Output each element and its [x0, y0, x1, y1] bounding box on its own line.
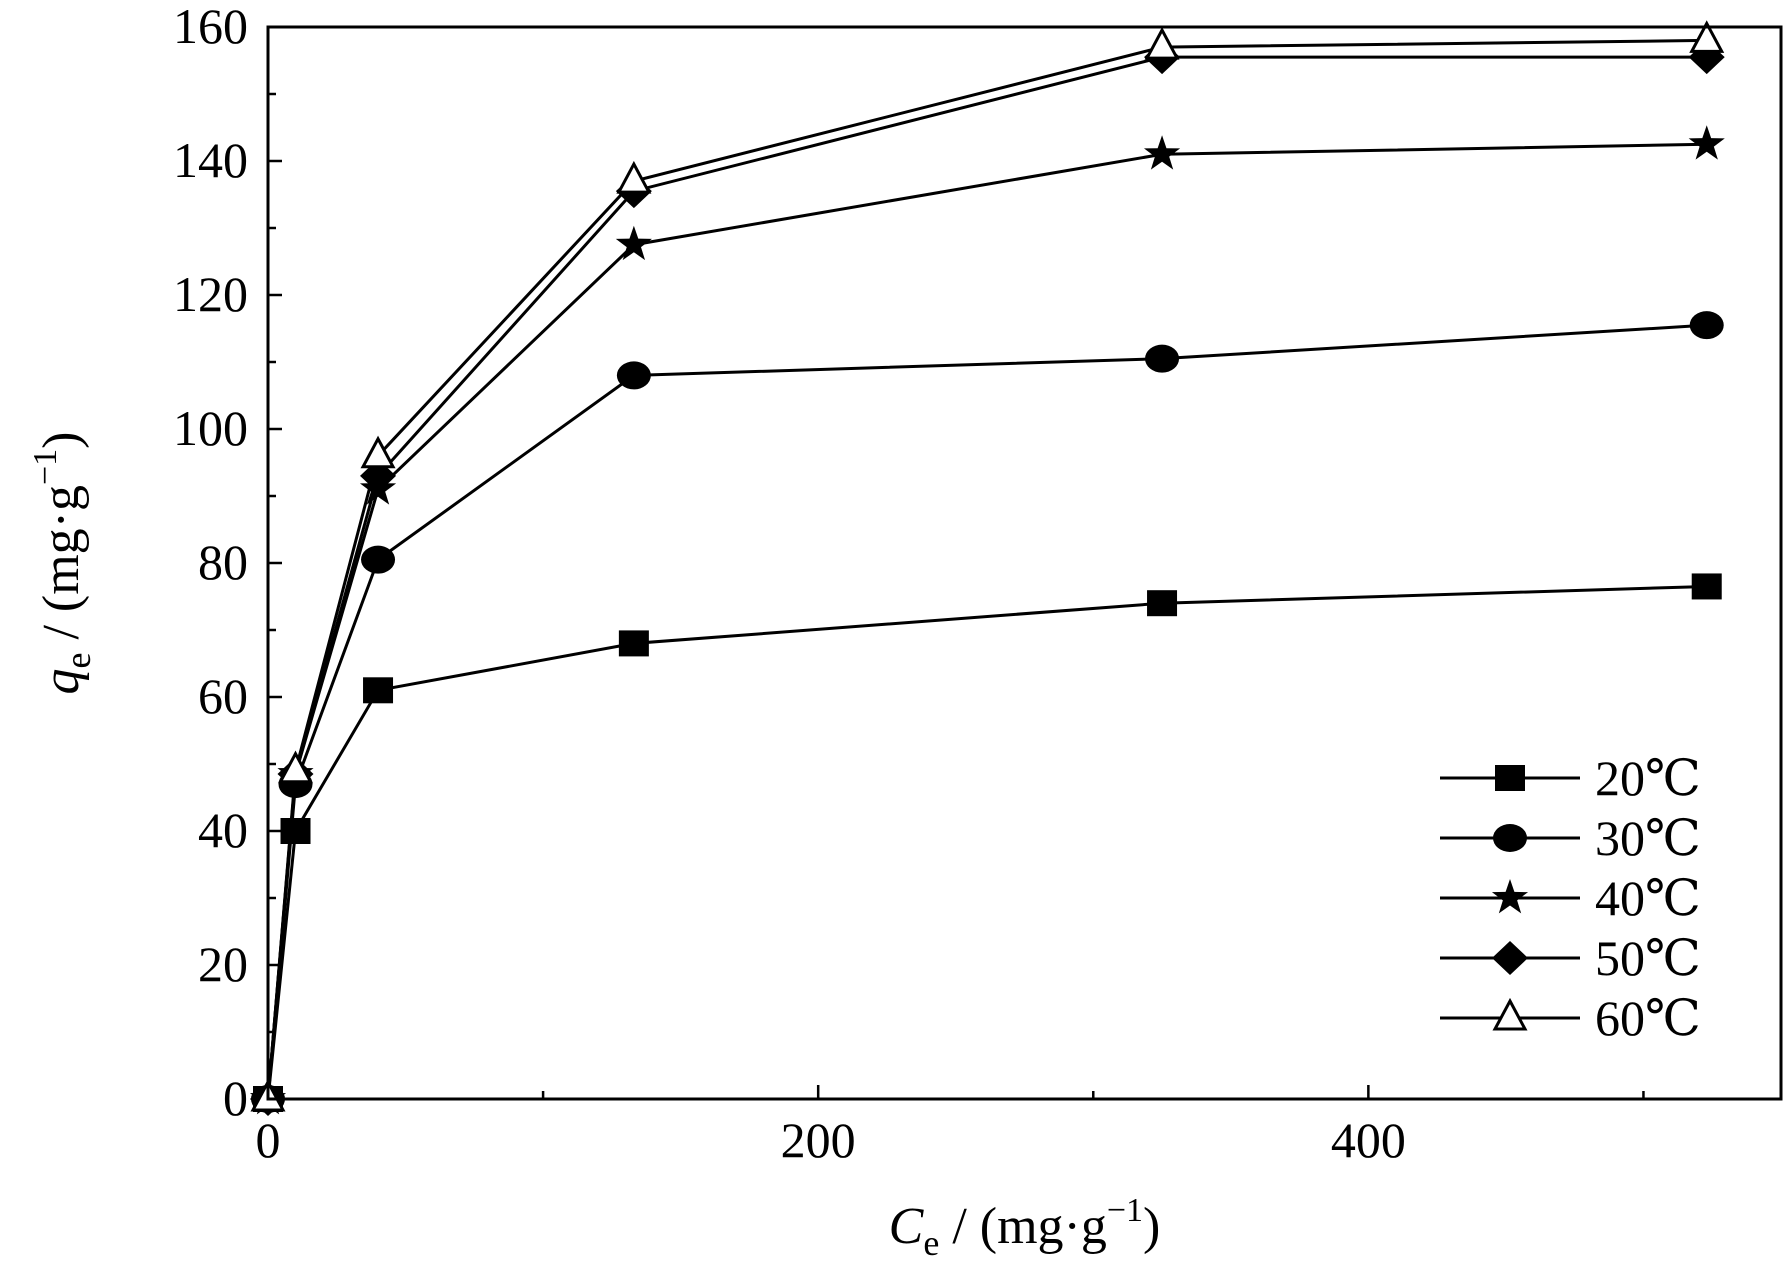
- x-axis-label: Ce / (mg·g−1): [889, 1192, 1161, 1263]
- y-tick-label: 160: [173, 0, 248, 54]
- series-4: [250, 20, 1725, 1112]
- series-layer: [249, 20, 1725, 1116]
- data-point: [616, 361, 651, 390]
- data-point: [278, 750, 314, 784]
- y-tick-label: 140: [173, 132, 248, 188]
- series-0: [253, 573, 1722, 1112]
- data-point: [361, 545, 396, 574]
- data-point: [1143, 135, 1181, 170]
- legend-marker: [1491, 879, 1529, 914]
- legend-label: 40℃: [1595, 870, 1701, 926]
- legend-marker: [1493, 824, 1527, 852]
- series-line: [266, 323, 1707, 1100]
- data-point: [1147, 590, 1178, 617]
- plot-frame: [266, 25, 1783, 1101]
- legend: 20℃30℃40℃50℃60℃: [1440, 750, 1701, 1046]
- data-point: [1145, 344, 1180, 373]
- legend-marker: [1492, 997, 1528, 1031]
- data-point: [1689, 311, 1724, 340]
- legend-item: 40℃: [1440, 870, 1701, 926]
- legend-marker: [1495, 765, 1525, 791]
- data-point: [1689, 20, 1725, 53]
- series-1: [251, 311, 1724, 1113]
- y-tick-label: 60: [198, 668, 248, 724]
- y-axis-label: qe / (mg·g−1): [27, 431, 98, 694]
- legend-label: 60℃: [1595, 990, 1701, 1046]
- data-point: [280, 818, 311, 844]
- legend-label: 20℃: [1595, 750, 1701, 806]
- y-tick-label: 80: [198, 534, 248, 590]
- legend-item: 50℃: [1440, 930, 1701, 986]
- x-tick-label: 0: [256, 1112, 281, 1168]
- data-point: [1144, 26, 1180, 60]
- series-line: [266, 584, 1707, 1100]
- y-tick-label: 0: [223, 1070, 248, 1126]
- series-line: [266, 142, 1707, 1100]
- legend-label: 50℃: [1595, 930, 1701, 986]
- series-line: [266, 38, 1707, 1100]
- y-tick-label: 20: [198, 936, 248, 992]
- legend-item: 20℃: [1440, 750, 1701, 806]
- data-point: [618, 630, 649, 657]
- data-point: [1688, 125, 1725, 160]
- ticks-layer: 0 200 400 0 20 40 60 80 100 120 140 160: [173, 0, 1645, 1168]
- x-tick-label: 200: [781, 1112, 856, 1168]
- y-tick-label: 40: [198, 802, 248, 858]
- data-point: [616, 160, 652, 194]
- y-tick-label: 100: [173, 400, 248, 456]
- data-point: [363, 677, 394, 704]
- legend-item: 30℃: [1440, 810, 1701, 866]
- data-point: [360, 435, 396, 469]
- data-point: [1691, 573, 1722, 600]
- data-point: [615, 225, 652, 261]
- x-tick-label: 400: [1331, 1112, 1406, 1168]
- legend-item: 60℃: [1440, 990, 1701, 1046]
- legend-label: 30℃: [1595, 810, 1701, 866]
- y-tick-label: 120: [173, 266, 248, 322]
- series-line: [266, 55, 1707, 1100]
- legend-marker: [1492, 941, 1528, 975]
